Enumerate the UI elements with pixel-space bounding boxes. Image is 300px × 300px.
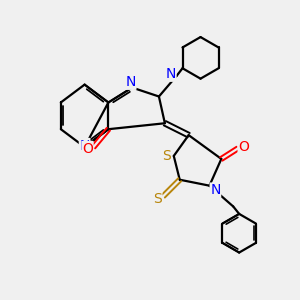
Text: N: N (125, 75, 136, 89)
Text: N: N (80, 139, 90, 152)
Text: O: O (82, 142, 93, 155)
Text: S: S (162, 149, 171, 163)
Text: S: S (153, 192, 162, 206)
Text: O: O (238, 140, 249, 154)
Text: N: N (166, 67, 176, 81)
Text: N: N (210, 183, 220, 197)
